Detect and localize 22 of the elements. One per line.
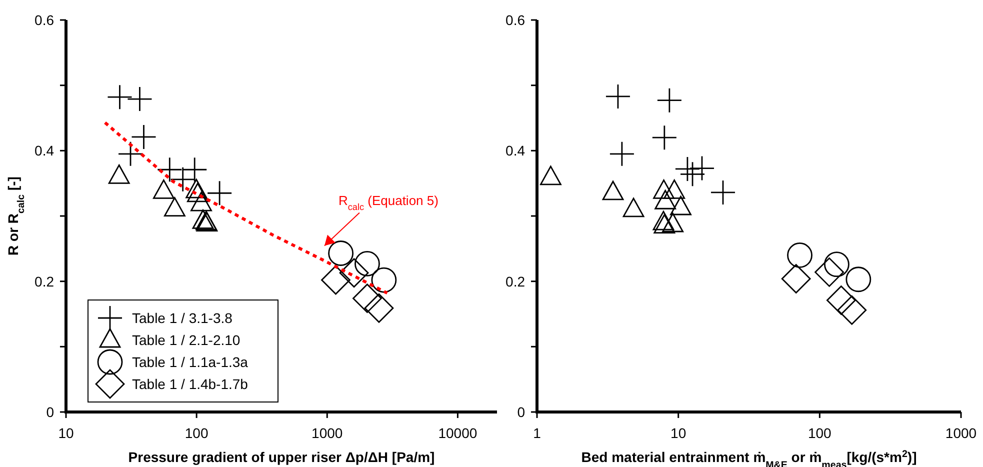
y-tick-label: 0 (517, 404, 526, 420)
x-tick-label: 100 (184, 425, 208, 441)
y-tick-label: 0.6 (34, 12, 54, 28)
text: R$_{calc}$ (Equation 5) (338, 192, 438, 212)
x-axis-title: Pressure gradient of upper riser Δp/ΔH [Pa/m] (128, 449, 435, 465)
x-tick-label: 1000 (945, 425, 977, 441)
legend-label: Table 1 / 3.1-3.8 (132, 310, 233, 326)
y-tick-label: 0.4 (34, 142, 54, 159)
x-tick-label: 10000 (438, 425, 478, 441)
x-tick-label: 1 (533, 425, 542, 441)
legend-label: Table 1 / 2.1-2.10 (132, 332, 240, 348)
y-tick-label: 0.6 (506, 12, 526, 28)
x-tick-label: 10 (58, 425, 74, 441)
x-tick-label: 10 (670, 425, 686, 441)
legend-label: Table 1 / 1.1a-1.3a (132, 354, 248, 370)
legend-label: Table 1 / 1.4b-1.7b (132, 376, 248, 392)
y-tick-label: 0 (46, 404, 54, 420)
x-tick-label: 1000 (312, 425, 343, 441)
y-tick-label: 0.2 (34, 273, 54, 290)
y-tick-label: 0.4 (506, 142, 526, 159)
x-tick-label: 100 (808, 425, 832, 441)
y-tick-label: 0.2 (506, 273, 526, 290)
